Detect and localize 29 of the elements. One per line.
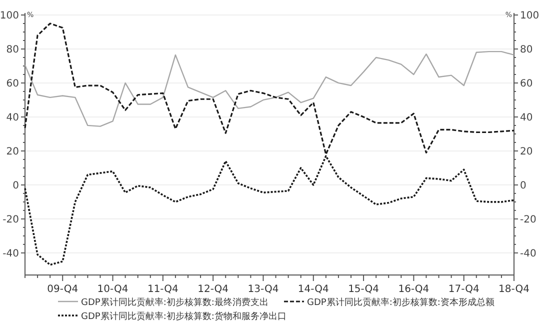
x-tick-label: 12-Q4 [198,284,229,295]
y-tick-label: 40 [6,112,19,124]
y-tick-label: 80 [6,44,19,56]
legend-label: GDP累计同比贡献率:初步核算数:资本形成总额 [307,297,494,308]
y2-tick-label: 100 [520,10,540,22]
x-tick-label: 11-Q4 [147,284,178,295]
x-tick-label: 09-Q4 [47,284,78,295]
x-tick-label: 17-Q4 [448,284,480,295]
x-tick-label: 18-Q4 [498,284,530,295]
y2-tick-label: 0 [520,180,526,192]
x-tick-label: 10-Q4 [97,284,128,295]
y2-tick-label: 80 [520,44,533,56]
y2-tick-label: 20 [520,146,533,158]
legend-label: GDP累计同比贡献率:初步核算数:最终消费支出 [81,297,268,308]
y-tick-label: 20 [6,146,19,158]
y-tick-label: 60 [6,78,19,90]
legend-label: GDP累计同比贡献率:初步核算数:货物和服务净出口 [81,311,286,322]
y2-tick-label: -20 [520,214,536,226]
y-tick-label: 100 [0,10,19,22]
x-tick-label: 16-Q4 [398,284,430,295]
y-tick-label: -20 [2,214,19,226]
x-tick-label: 15-Q4 [348,284,380,295]
y-tick-label: 0 [12,180,19,192]
y2-tick-label: 40 [520,112,533,124]
y-tick-label: -40 [2,248,19,260]
y2-tick-label: 60 [520,78,533,90]
x-tick-label: 14-Q4 [298,284,329,295]
y2-tick-label: -40 [520,248,536,260]
x-tick-label: 13-Q4 [248,284,279,295]
